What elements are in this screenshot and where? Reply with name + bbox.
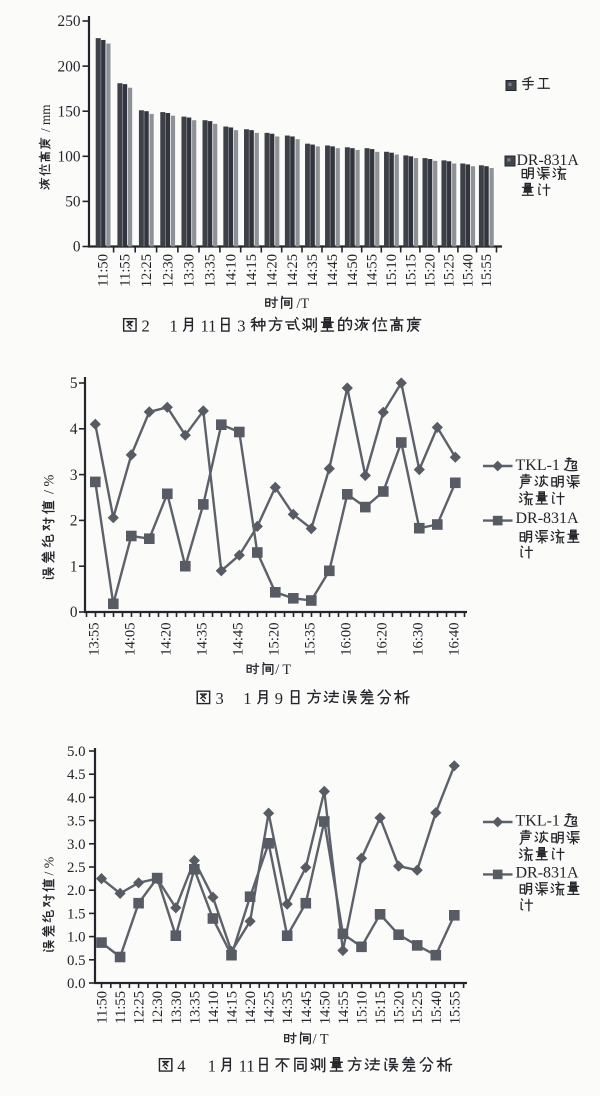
svg-text:11:50: 11:50: [96, 254, 112, 287]
svg-text:14:35: 14:35: [194, 623, 210, 656]
svg-text:3.0: 3.0: [67, 837, 86, 853]
svg-text:16:30: 16:30: [410, 623, 426, 656]
svg-text:14:20: 14:20: [265, 254, 281, 287]
svg-text:14:50: 14:50: [345, 254, 361, 287]
svg-text:TKL-1: TKL-1: [516, 457, 560, 474]
svg-text:14:55: 14:55: [365, 254, 381, 287]
svg-text:/ T: / T: [275, 662, 291, 678]
svg-text:15:20: 15:20: [423, 254, 439, 287]
svg-text:14:45: 14:45: [299, 991, 315, 1024]
svg-text:200: 200: [58, 58, 81, 75]
svg-text:4.0: 4.0: [67, 790, 86, 806]
svg-text:14:15: 14:15: [225, 991, 241, 1024]
svg-text:TKL-1: TKL-1: [516, 813, 560, 830]
svg-text:3: 3: [216, 689, 224, 708]
svg-text:3.5: 3.5: [67, 814, 86, 830]
svg-text:150: 150: [58, 103, 81, 120]
svg-text:14:55: 14:55: [336, 991, 352, 1024]
svg-text:1.5: 1.5: [67, 906, 86, 922]
svg-text:DR-831A: DR-831A: [517, 152, 580, 169]
svg-text:2: 2: [142, 317, 150, 336]
svg-text:11:55: 11:55: [117, 254, 133, 287]
svg-text:250: 250: [58, 13, 81, 30]
svg-text:0.0: 0.0: [67, 976, 86, 992]
svg-text:3: 3: [70, 467, 78, 484]
svg-text:15:10: 15:10: [384, 254, 400, 287]
svg-text:1: 1: [70, 558, 78, 575]
svg-text:13:55: 13:55: [86, 623, 102, 656]
svg-text:11:55: 11:55: [113, 991, 129, 1024]
svg-text:14:50: 14:50: [317, 991, 333, 1024]
svg-text:14:35: 14:35: [305, 254, 321, 287]
svg-text:15:40: 15:40: [460, 254, 476, 287]
svg-text:14:25: 14:25: [285, 254, 301, 287]
svg-text:16:40: 16:40: [446, 623, 462, 656]
svg-text:14:05: 14:05: [122, 623, 138, 656]
svg-text:13:30: 13:30: [182, 254, 198, 287]
svg-text:16:00: 16:00: [338, 623, 354, 656]
svg-text:0: 0: [73, 239, 81, 256]
svg-text:50: 50: [65, 194, 81, 211]
svg-text:/ %: / %: [42, 856, 57, 875]
svg-text:15:55: 15:55: [447, 991, 463, 1024]
svg-text:15:10: 15:10: [355, 991, 371, 1024]
svg-text:/T: /T: [297, 296, 310, 312]
svg-text:11: 11: [201, 317, 217, 336]
svg-text:1.0: 1.0: [67, 930, 86, 946]
svg-text:/ mm: / mm: [38, 104, 53, 132]
svg-text:14:10: 14:10: [206, 991, 222, 1024]
svg-text:14:10: 14:10: [223, 254, 239, 287]
svg-text:12:25: 12:25: [139, 254, 155, 287]
svg-text:14:20: 14:20: [243, 991, 259, 1024]
svg-text:13:35: 13:35: [187, 991, 203, 1024]
svg-text:12:30: 12:30: [160, 254, 176, 287]
svg-text:0.5: 0.5: [67, 953, 86, 969]
svg-text:4.5: 4.5: [67, 767, 86, 783]
svg-text:11:50: 11:50: [95, 991, 111, 1024]
svg-text:5: 5: [70, 375, 78, 392]
svg-text:DR-831A: DR-831A: [516, 510, 580, 527]
svg-text:15:25: 15:25: [410, 991, 426, 1024]
svg-text:4: 4: [177, 1057, 185, 1076]
svg-text:14:20: 14:20: [158, 623, 174, 656]
svg-text:0: 0: [70, 604, 78, 621]
svg-text:2.5: 2.5: [67, 860, 86, 876]
svg-text:12:25: 12:25: [132, 991, 148, 1024]
svg-text:15:35: 15:35: [302, 623, 318, 656]
svg-text:13:35: 13:35: [203, 254, 219, 287]
svg-text:1: 1: [208, 1057, 216, 1076]
svg-text:9: 9: [275, 689, 283, 708]
svg-text:15:40: 15:40: [429, 991, 445, 1024]
svg-text:2: 2: [70, 513, 78, 530]
svg-text:1: 1: [170, 317, 178, 336]
svg-text:15:15: 15:15: [373, 991, 389, 1024]
svg-text:1: 1: [243, 689, 251, 708]
svg-text:DR-831A: DR-831A: [516, 864, 580, 881]
svg-text:11: 11: [239, 1057, 255, 1076]
svg-text:13:30: 13:30: [169, 991, 185, 1024]
svg-text:2.0: 2.0: [67, 883, 86, 899]
svg-text:4: 4: [70, 421, 78, 438]
svg-text:15:20: 15:20: [392, 991, 408, 1024]
svg-text:14:45: 14:45: [230, 623, 246, 656]
svg-text:15:15: 15:15: [403, 254, 419, 287]
svg-text:14:15: 14:15: [244, 254, 260, 287]
svg-text:3: 3: [237, 317, 245, 336]
svg-text:15:20: 15:20: [266, 623, 282, 656]
svg-text:100: 100: [58, 149, 81, 166]
svg-text:/ T: / T: [313, 1032, 329, 1048]
svg-text:12:30: 12:30: [150, 991, 166, 1024]
svg-text:15:55: 15:55: [479, 254, 495, 287]
svg-text:15:25: 15:25: [442, 254, 458, 287]
svg-text:5.0: 5.0: [67, 744, 86, 760]
svg-text:14:25: 14:25: [262, 991, 278, 1024]
svg-text:16:20: 16:20: [374, 623, 390, 656]
svg-text:14:35: 14:35: [280, 991, 296, 1024]
svg-text:14:45: 14:45: [325, 254, 341, 287]
svg-text:/ %: / %: [42, 475, 58, 494]
